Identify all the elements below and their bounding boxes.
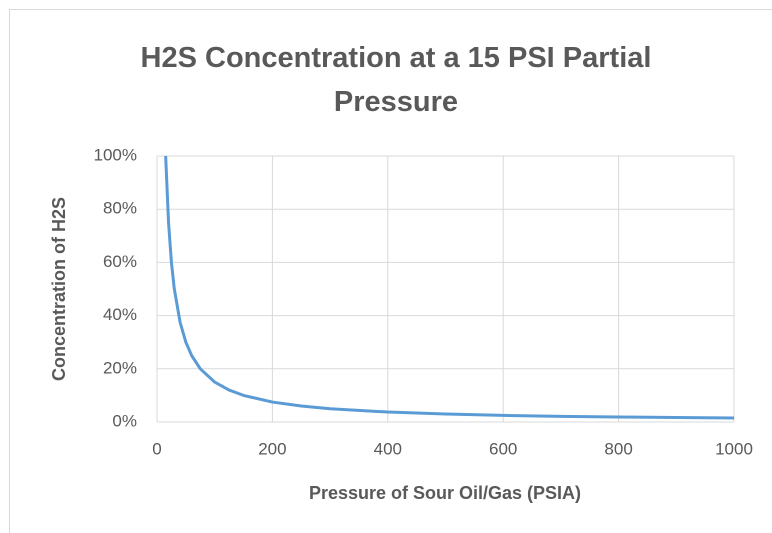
chart-border: [9, 9, 772, 533]
y-tick-label: 80%: [103, 199, 137, 218]
x-tick-label: 0: [152, 439, 161, 458]
x-axis-title: Pressure of Sour Oil/Gas (PSIA): [309, 483, 581, 503]
x-tick-label: 1000: [715, 439, 753, 458]
y-tick-label: 60%: [103, 252, 137, 271]
y-tick-label: 0%: [112, 411, 137, 430]
y-tick-label: 20%: [103, 358, 137, 377]
x-tick-label: 200: [258, 439, 286, 458]
y-axis-title: Concentration of H2S: [49, 197, 69, 381]
y-tick-label: 100%: [94, 145, 137, 164]
x-tick-label: 400: [374, 439, 402, 458]
x-tick-label: 800: [604, 439, 632, 458]
chart-title: H2S Concentration at a 15 PSI Partial Pr…: [140, 42, 652, 118]
y-tick-label: 40%: [103, 305, 137, 324]
data-line: [164, 155, 735, 420]
x-tick-label: 600: [489, 439, 517, 458]
